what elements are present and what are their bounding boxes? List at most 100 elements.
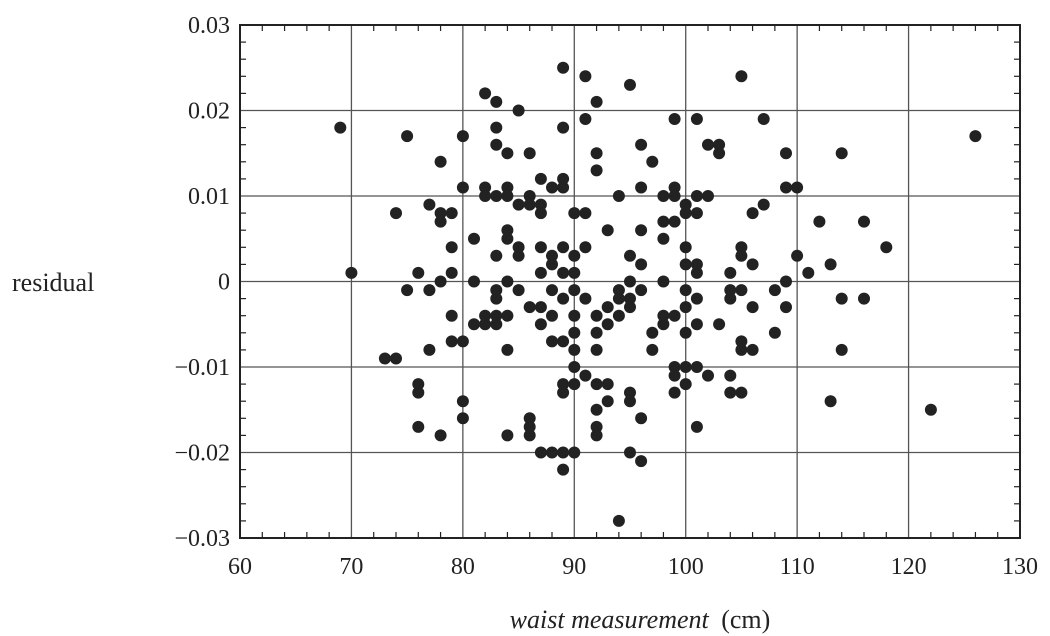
data-point	[679, 258, 692, 271]
x-tick-label: 130	[1002, 554, 1038, 580]
data-point	[668, 113, 681, 125]
data-point	[501, 275, 514, 288]
data-point	[568, 361, 581, 373]
data-point	[479, 309, 492, 322]
data-point	[724, 369, 737, 382]
data-point	[679, 378, 692, 391]
data-point	[835, 343, 848, 356]
data-point	[780, 147, 792, 160]
data-point	[557, 386, 570, 399]
data-point	[523, 429, 536, 442]
data-point	[557, 463, 570, 476]
x-tick-label: 110	[780, 554, 815, 580]
data-point	[713, 138, 726, 151]
data-point	[534, 198, 547, 211]
data-point	[646, 343, 659, 356]
data-point	[690, 207, 703, 220]
data-point	[635, 412, 648, 425]
x-axis-label: waist measurement (cm)	[510, 605, 771, 634]
data-point	[690, 258, 703, 271]
data-point	[791, 249, 804, 262]
data-point	[546, 249, 558, 262]
data-point	[824, 395, 837, 408]
data-point	[579, 113, 592, 125]
data-point	[445, 266, 458, 279]
data-point	[635, 258, 648, 271]
data-point	[412, 378, 425, 391]
y-axis-label: residual	[12, 268, 94, 297]
data-point	[345, 266, 358, 279]
data-point	[635, 455, 648, 468]
data-point	[501, 343, 514, 356]
data-point	[523, 412, 536, 425]
x-tick-label: 100	[668, 554, 704, 580]
data-point	[735, 70, 748, 83]
data-point	[590, 147, 603, 160]
data-point	[523, 190, 536, 202]
data-point	[690, 318, 703, 331]
data-point	[534, 266, 547, 279]
data-point	[657, 275, 670, 288]
data-point	[635, 138, 648, 151]
data-point	[679, 241, 692, 254]
data-point	[512, 284, 525, 297]
data-point	[557, 292, 570, 305]
data-point	[501, 147, 514, 160]
data-point	[590, 164, 603, 177]
data-point	[702, 190, 714, 202]
data-point	[724, 386, 737, 399]
data-point	[512, 241, 525, 254]
x-tick-labels: 60 70 80 90 100 110 120 130	[228, 554, 1038, 580]
data-point	[590, 403, 603, 416]
data-point	[601, 395, 614, 408]
data-point	[456, 181, 469, 194]
data-point	[624, 446, 636, 459]
data-point	[612, 309, 625, 322]
data-point	[468, 275, 480, 288]
data-point	[612, 514, 625, 527]
data-point	[501, 224, 514, 237]
data-point	[713, 318, 726, 331]
data-point	[835, 292, 848, 305]
data-point	[512, 249, 525, 262]
data-point	[746, 343, 759, 356]
data-point	[601, 318, 614, 331]
data-point	[657, 215, 670, 228]
y-tick-label: 0.02	[188, 99, 230, 125]
data-point	[479, 87, 492, 100]
data-point	[579, 292, 592, 305]
data-point	[523, 420, 536, 433]
data-point	[735, 386, 748, 399]
data-point	[490, 292, 503, 305]
data-point	[434, 215, 447, 228]
data-point	[557, 181, 570, 194]
data-point	[668, 386, 681, 399]
data-point	[568, 266, 581, 279]
data-point	[557, 121, 570, 134]
data-point	[490, 138, 503, 151]
data-point	[534, 301, 547, 314]
data-point	[479, 181, 492, 194]
plot-frame	[239, 24, 1021, 539]
data-point	[456, 395, 469, 408]
y-tick-label: 0.01	[188, 184, 230, 210]
data-point	[768, 284, 781, 297]
data-point	[557, 241, 570, 254]
data-point	[768, 326, 781, 339]
data-point	[479, 318, 492, 331]
data-point	[624, 301, 636, 314]
data-point	[434, 275, 447, 288]
data-point	[735, 343, 748, 356]
data-point	[791, 181, 804, 194]
data-point	[679, 198, 692, 211]
data-point	[534, 318, 547, 331]
x-axis-label-quantity: waist measurement	[510, 605, 710, 634]
x-axis-label-unit: (cm)	[721, 605, 770, 634]
data-point	[401, 130, 414, 143]
data-point	[546, 181, 558, 194]
data-point	[924, 403, 937, 416]
data-point	[512, 198, 525, 211]
data-point	[624, 249, 636, 262]
data-point	[590, 326, 603, 339]
